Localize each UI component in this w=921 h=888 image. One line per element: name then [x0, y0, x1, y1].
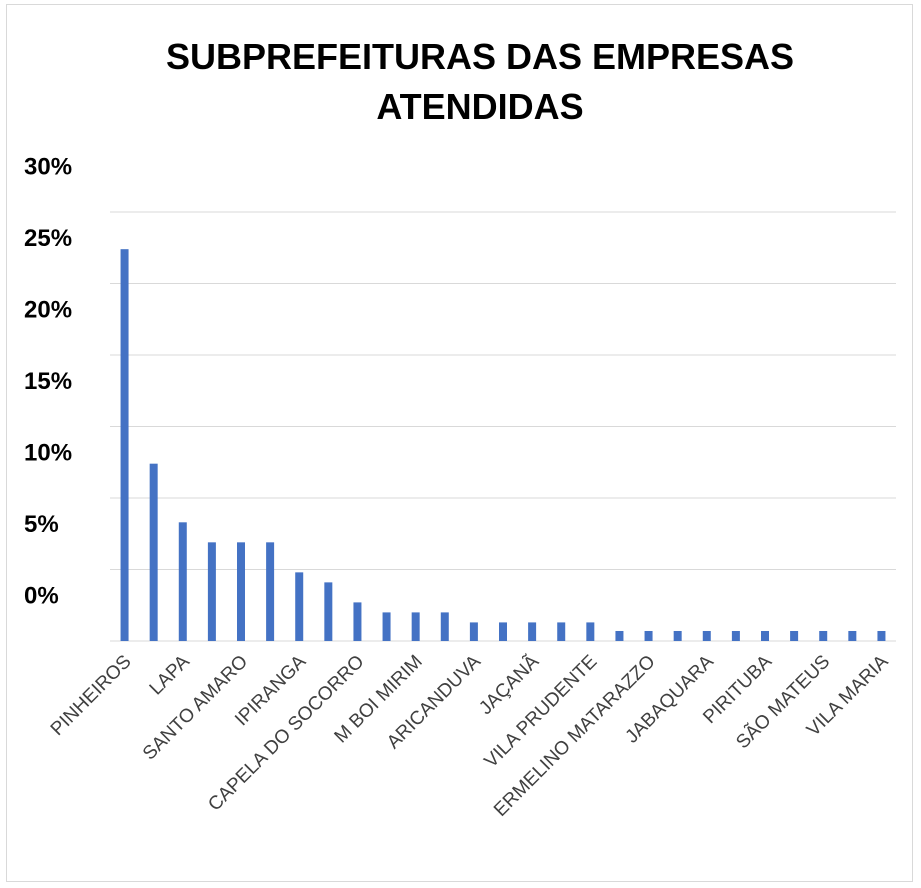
y-tick-label: 5%: [24, 511, 59, 538]
bar: [382, 612, 391, 641]
y-tick-label: 30%: [24, 153, 72, 180]
bar: [528, 622, 537, 641]
bar: [440, 612, 449, 641]
bar: [586, 622, 595, 641]
bar: [120, 249, 129, 641]
x-tick-label: PINHEIROS: [47, 651, 136, 740]
bar: [469, 622, 478, 641]
bar: [731, 630, 740, 641]
bar: [178, 522, 187, 641]
bar: [207, 542, 216, 641]
bar: [149, 463, 158, 641]
chart-title: SUBPREFEITURAS DAS EMPRESAS ATENDIDAS: [165, 36, 795, 127]
y-tick-label: 15%: [24, 368, 72, 395]
y-tick-label: 0%: [24, 582, 59, 609]
bar: [761, 630, 769, 641]
chart-frame: [6, 4, 913, 882]
y-tick-label: 20%: [24, 296, 72, 323]
y-tick-label: 25%: [24, 225, 72, 252]
bar: [237, 542, 245, 641]
x-tick-label: LAPA: [146, 651, 194, 699]
bar: [324, 582, 333, 641]
bar: [702, 630, 711, 641]
bar: [848, 630, 857, 641]
bar: [353, 602, 362, 641]
bar: [673, 630, 682, 641]
bar: [644, 630, 653, 641]
y-tick-label: 10%: [24, 439, 72, 466]
bar: [266, 542, 275, 641]
bar: [557, 622, 566, 641]
bar: [615, 630, 624, 641]
bar: [411, 612, 420, 641]
bar: [790, 630, 799, 641]
bar: [819, 630, 828, 641]
bar: [499, 622, 507, 641]
bar: [877, 630, 886, 641]
x-tick-label: SANTO AMARO: [139, 651, 252, 764]
bar: [295, 572, 304, 641]
